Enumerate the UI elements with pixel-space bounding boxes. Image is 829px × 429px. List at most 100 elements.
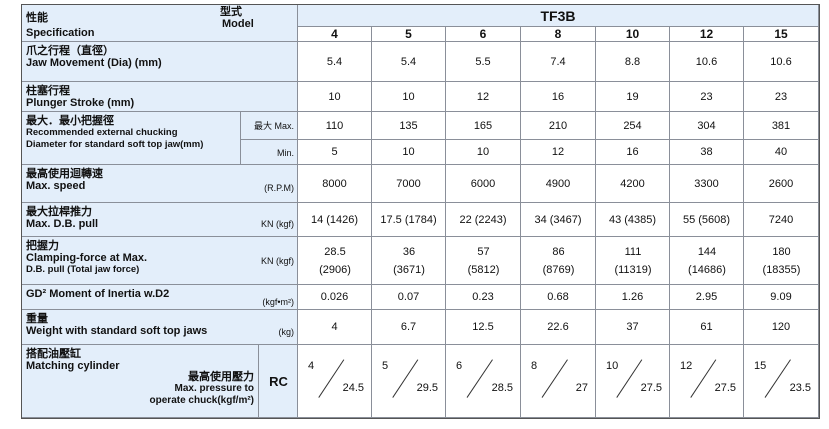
cell — [372, 345, 446, 418]
divider — [392, 359, 419, 398]
row-unit: (R.P.M) — [264, 183, 294, 193]
cell-value: (18355) — [762, 264, 801, 276]
cell-value: 36 — [402, 246, 416, 258]
cylinder-pressure: 27.5 — [640, 382, 662, 394]
cell-value: 23 — [744, 82, 819, 112]
pressure-label: Max. pressure to — [174, 383, 254, 394]
table-frame — [21, 4, 820, 419]
model-cn: 型式 — [220, 6, 242, 18]
cell-value: 135 — [372, 112, 446, 140]
model-en: Model — [222, 18, 254, 30]
cell — [596, 345, 670, 418]
cell — [521, 345, 596, 418]
cell-value: 8.8 — [596, 42, 670, 82]
cell-value: (5812) — [467, 264, 500, 276]
model-cell: 6 — [446, 27, 521, 42]
cell-value: 10 — [446, 140, 521, 165]
cell-value: 10.6 — [670, 42, 744, 82]
cell-value: 10 — [372, 140, 446, 165]
cell-value: 10 — [298, 82, 372, 112]
cylinder-size: 10 — [606, 360, 619, 372]
sub-unit-cell: Min. — [240, 140, 298, 165]
row-label: 爪之行程（直徑） — [26, 45, 114, 57]
cell-value: 6000 — [446, 165, 521, 203]
cell — [744, 237, 819, 285]
row-label: 把握力 — [26, 240, 59, 252]
cell — [372, 237, 446, 285]
cell-value: 28.5 — [324, 246, 346, 258]
cell-value: 304 — [670, 112, 744, 140]
cell-value: 43 (4385) — [596, 203, 670, 237]
row-label: Matching cylinder — [26, 360, 120, 372]
row-label-cell — [22, 310, 298, 345]
cell-value: 14 (1426) — [298, 203, 372, 237]
cell-value: 9.09 — [744, 285, 819, 310]
cell-value: (2906) — [319, 264, 351, 276]
row-label: Plunger Stroke (mm) — [26, 97, 135, 109]
cell-value: 111 — [624, 246, 642, 258]
cylinder-size: 8 — [531, 360, 538, 372]
model-cell: 8 — [521, 27, 596, 42]
cell-value: 5 — [298, 140, 372, 165]
row-label: Jaw Movement (Dia) (mm) — [26, 57, 162, 69]
cell-value: 4200 — [596, 165, 670, 203]
cell-value: 37 — [596, 310, 670, 345]
slash — [541, 359, 568, 398]
cylinder-unit-cell: RC — [258, 345, 298, 418]
cell-value: (8769) — [542, 264, 575, 276]
row-unit: (kgf•m²) — [262, 296, 294, 307]
cell-value: 34 (3467) — [521, 203, 596, 237]
cell-value: 12.5 — [446, 310, 521, 345]
cell-value: 1.26 — [596, 285, 670, 310]
cell-value: 4 — [298, 310, 372, 345]
row-label: 最大．最小把握徑 — [26, 115, 114, 127]
cell-value: 110 — [298, 112, 372, 140]
slash — [616, 359, 643, 398]
sub-unit-cell: 最大 Max. — [240, 112, 298, 140]
cell-value: 0.23 — [446, 285, 521, 310]
cell-value: 0.026 — [298, 285, 372, 310]
cell-value: 10 — [372, 82, 446, 112]
divider — [616, 359, 643, 398]
pressure-label: 最高使用壓力 — [188, 371, 254, 383]
row-label: GD² Moment of Inertia w.D2 — [26, 288, 170, 300]
cell-value: 180 — [772, 246, 791, 258]
cylinder-pressure: 28.5 — [491, 382, 513, 394]
cell-value: 86 — [552, 246, 565, 258]
row-label: 搭配油壓缸 — [26, 348, 81, 360]
cell-value: 7000 — [372, 165, 446, 203]
cell — [521, 237, 596, 285]
row-label-cell — [22, 237, 298, 285]
cell — [670, 237, 744, 285]
cell — [298, 237, 372, 285]
cell — [670, 345, 744, 418]
cell — [298, 345, 372, 418]
divider — [466, 359, 493, 398]
cell-value: (14686) — [688, 264, 726, 276]
cylinder-size: 12 — [680, 360, 693, 372]
cell-value: 38 — [670, 140, 744, 165]
model-cell: 4 — [298, 27, 372, 42]
slash — [392, 359, 419, 398]
cell-value: 165 — [446, 112, 521, 140]
row-label-cell — [22, 285, 298, 310]
divider — [541, 359, 568, 398]
cell-value: 61 — [670, 310, 744, 345]
cell-value: 17.5 (1784) — [372, 203, 446, 237]
cell-value: 144 — [697, 246, 717, 258]
row-label-cell — [22, 345, 298, 418]
row-label-cell — [22, 203, 298, 237]
row-label-cell — [22, 42, 298, 82]
cell-value: 22 (2243) — [446, 203, 521, 237]
cell — [744, 345, 819, 418]
row-label: Diameter for standard soft top jaw(mm) — [26, 139, 204, 150]
cell-value: 0.07 — [372, 285, 446, 310]
cell-value: 40 — [744, 140, 819, 165]
cylinder-pressure: 23.5 — [789, 382, 811, 394]
cell-value: 4900 — [521, 165, 596, 203]
row-label: 重量 — [26, 313, 48, 325]
series-cell: TF3B — [298, 5, 819, 27]
spec-cn: 性能 — [26, 12, 48, 24]
cylinder-size: 15 — [754, 360, 767, 372]
